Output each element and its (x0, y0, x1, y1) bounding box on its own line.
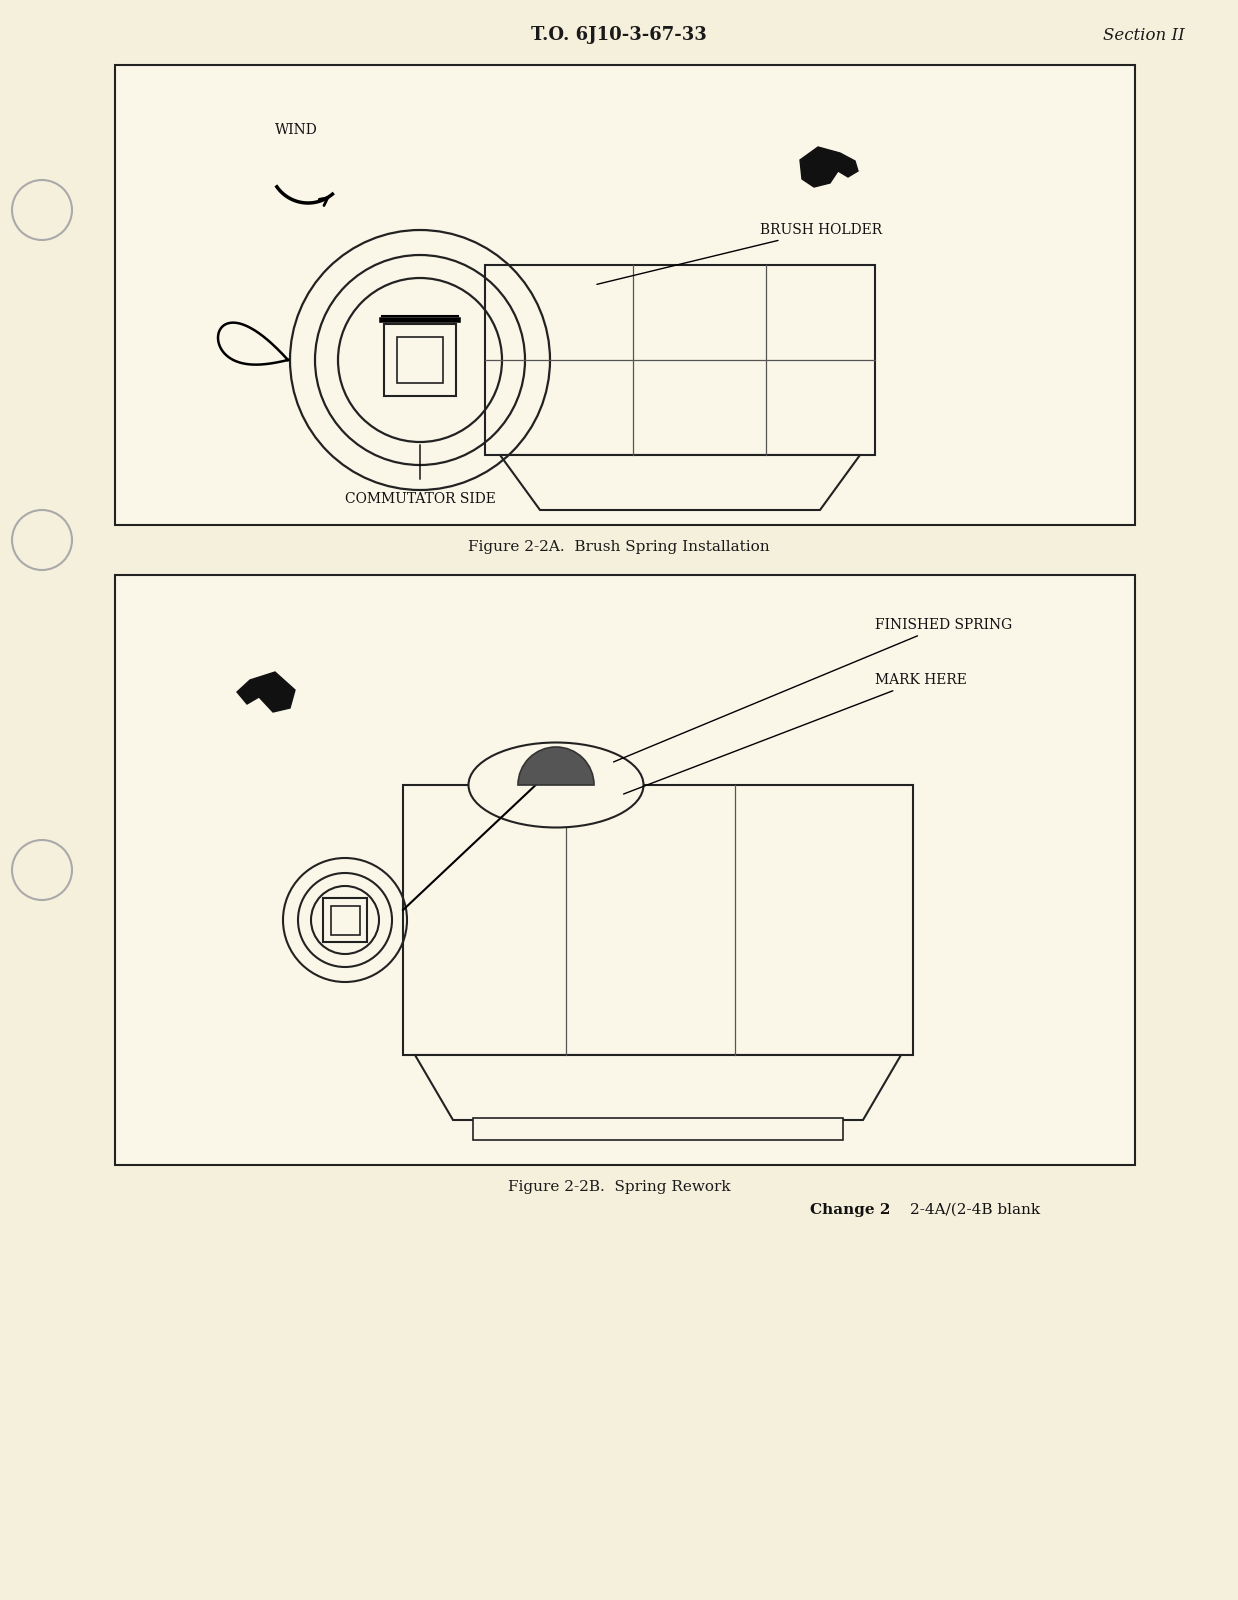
Ellipse shape (468, 742, 644, 827)
Polygon shape (500, 454, 860, 510)
Bar (384, 323, 456, 395)
Text: Section II: Section II (1103, 27, 1185, 43)
Bar (115, 66, 1135, 525)
Bar (115, 574, 1135, 1165)
Text: Figure 2-2A.  Brush Spring Installation: Figure 2-2A. Brush Spring Installation (468, 541, 770, 554)
Polygon shape (236, 672, 295, 712)
Text: COMMUTATOR SIDE: COMMUTATOR SIDE (344, 493, 495, 506)
Text: Figure 2-2B.  Spring Rework: Figure 2-2B. Spring Rework (508, 1181, 730, 1194)
Bar (404, 786, 912, 1054)
Polygon shape (415, 1054, 901, 1120)
Wedge shape (517, 747, 594, 786)
Bar (331, 906, 359, 934)
Text: BRUSH HOLDER: BRUSH HOLDER (597, 222, 883, 285)
Text: T.O. 6J10-3-67-33: T.O. 6J10-3-67-33 (531, 26, 707, 43)
Text: 2-4A/(2-4B blank: 2-4A/(2-4B blank (910, 1203, 1040, 1218)
Polygon shape (800, 147, 858, 187)
Text: FINISHED SPRING: FINISHED SPRING (614, 618, 1013, 762)
Bar (397, 338, 443, 382)
Bar (485, 266, 875, 454)
Circle shape (12, 840, 72, 899)
Bar (323, 898, 366, 942)
Bar (473, 1118, 843, 1139)
Circle shape (12, 510, 72, 570)
Text: Change 2: Change 2 (810, 1203, 890, 1218)
Text: MARK HERE: MARK HERE (624, 674, 967, 794)
Circle shape (12, 179, 72, 240)
Text: WIND: WIND (275, 123, 318, 138)
